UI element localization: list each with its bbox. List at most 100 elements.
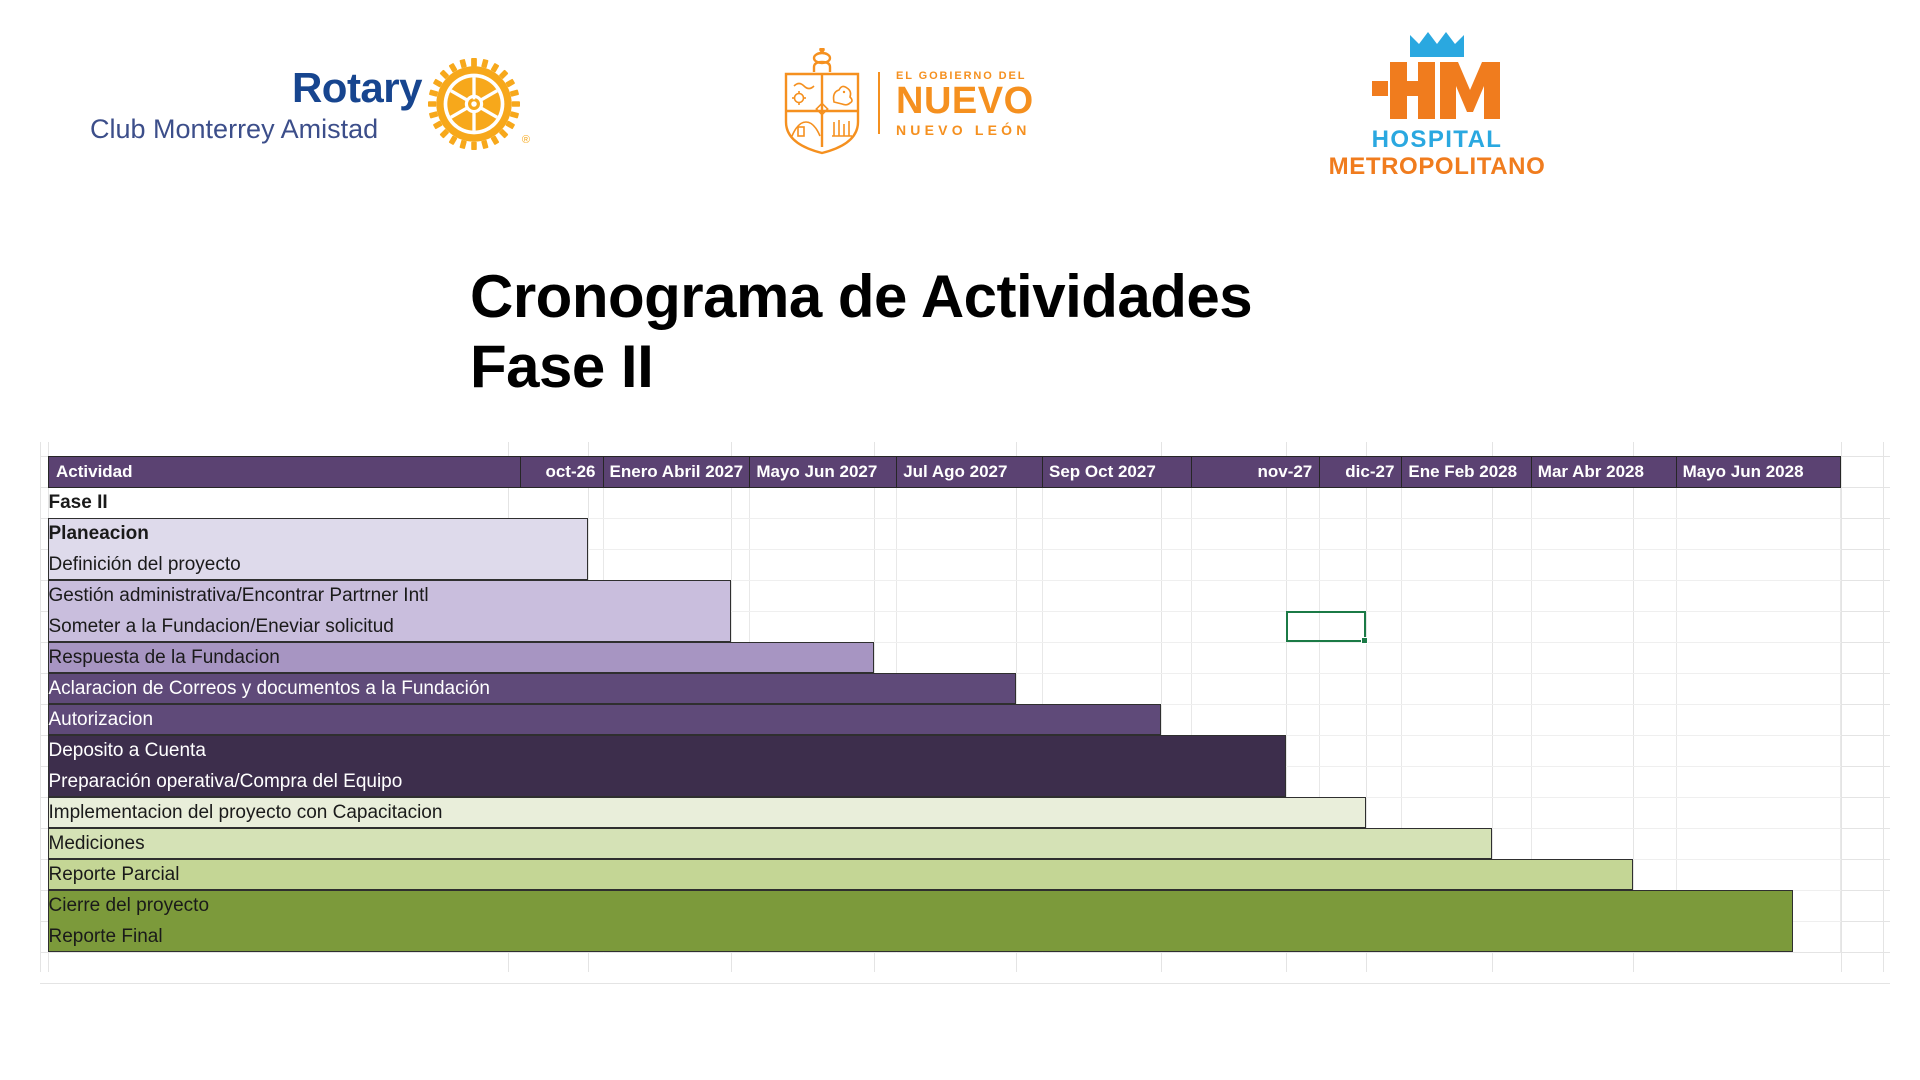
- gantt-cell[interactable]: [1676, 828, 1842, 860]
- gantt-cell[interactable]: [1042, 518, 1192, 550]
- gantt-cell[interactable]: [1042, 580, 1192, 612]
- gantt-header-period-8[interactable]: Ene Feb 2028: [1401, 456, 1532, 488]
- gantt-cell[interactable]: [1531, 704, 1677, 736]
- gantt-cell[interactable]: [1191, 518, 1321, 550]
- gantt-cell[interactable]: [1401, 549, 1532, 581]
- gantt-cell[interactable]: [1042, 487, 1192, 519]
- gantt-cell[interactable]: [1676, 518, 1842, 550]
- hospital-metropolitano-logo: HOSPITAL METROPOLITANO: [1312, 32, 1562, 180]
- gantt-cell[interactable]: [749, 518, 898, 550]
- gantt-cell[interactable]: [1676, 735, 1842, 767]
- gantt-cell[interactable]: [1401, 704, 1532, 736]
- gantt-cell[interactable]: [1191, 580, 1321, 612]
- gantt-header-period-9[interactable]: Mar Abr 2028: [1530, 456, 1677, 488]
- gantt-cell[interactable]: [603, 549, 751, 581]
- hospital-label: HOSPITAL: [1371, 126, 1503, 153]
- gantt-cell[interactable]: [1531, 580, 1677, 612]
- gantt-cell[interactable]: [1531, 487, 1677, 519]
- gantt-cell[interactable]: [1319, 580, 1403, 612]
- gantt-cell[interactable]: [1319, 735, 1403, 767]
- gantt-cell[interactable]: [1191, 549, 1321, 581]
- gantt-row-label[interactable]: Fase II: [49, 488, 521, 519]
- gantt-cell[interactable]: [1042, 642, 1192, 674]
- gridline-vertical: [1841, 442, 1842, 972]
- gantt-cell[interactable]: [1319, 518, 1403, 550]
- gantt-cell[interactable]: [603, 487, 751, 519]
- crown-icon: [1410, 32, 1464, 57]
- gantt-cell[interactable]: [1676, 642, 1842, 674]
- gantt-cell[interactable]: [1191, 673, 1321, 705]
- gantt-cell[interactable]: [1676, 487, 1842, 519]
- gantt-header-period-7[interactable]: dic-27: [1319, 456, 1403, 488]
- gantt-cell[interactable]: [1676, 766, 1842, 798]
- gantt-cell[interactable]: [896, 549, 1044, 581]
- page-title-line2: Fase II: [470, 333, 654, 401]
- gantt-cell[interactable]: [1531, 735, 1677, 767]
- gantt-cell[interactable]: [1531, 611, 1677, 643]
- gantt-header-period-1[interactable]: oct-26: [520, 456, 604, 488]
- gantt-cell[interactable]: [1531, 797, 1677, 829]
- gantt-cell[interactable]: [1676, 704, 1842, 736]
- table-row[interactable]: Planeacion: [49, 518, 1842, 550]
- gantt-cell[interactable]: [749, 487, 898, 519]
- gantt-cell[interactable]: [1401, 611, 1532, 643]
- gantt-cell[interactable]: [1319, 549, 1403, 581]
- metropolitano-label: METROPOLITANO: [1328, 153, 1546, 180]
- gantt-cell[interactable]: [1401, 766, 1532, 798]
- nuevo-leon-wordmark: EL GOBIERNO DEL NUEVO NUEVO LEÓN: [896, 70, 1034, 138]
- gantt-cell[interactable]: [896, 487, 1044, 519]
- gantt-cell[interactable]: [896, 518, 1044, 550]
- gantt-row-label-text: Definición del proyecto: [48, 554, 241, 575]
- hm-monogram-icon: [1372, 62, 1500, 119]
- gantt-cell[interactable]: [1319, 673, 1403, 705]
- gantt-header-period-10[interactable]: Mayo Jun 2028: [1675, 456, 1842, 488]
- nuevo-leon-logo: EL GOBIERNO DEL NUEVO NUEVO LEÓN: [778, 48, 1038, 158]
- gantt-cell[interactable]: [1401, 735, 1532, 767]
- gantt-cell[interactable]: [1319, 704, 1403, 736]
- gantt-cell[interactable]: [1676, 673, 1842, 705]
- gantt-cell[interactable]: [1676, 549, 1842, 581]
- gantt-header-period-6[interactable]: nov-27: [1190, 456, 1321, 488]
- gantt-cell[interactable]: [896, 580, 1044, 612]
- gantt-header-activity[interactable]: Actividad: [47, 456, 522, 488]
- gantt-cell[interactable]: [749, 580, 898, 612]
- gantt-bar-layer: [48, 487, 1841, 952]
- gantt-cell[interactable]: [1531, 518, 1677, 550]
- gantt-cell[interactable]: [603, 518, 751, 550]
- gantt-cell[interactable]: [1676, 859, 1842, 891]
- gantt-cell[interactable]: [1319, 487, 1403, 519]
- gantt-cell[interactable]: [1401, 642, 1532, 674]
- gantt-cell[interactable]: [1531, 642, 1677, 674]
- gantt-row-label-text: Fase II: [48, 492, 108, 514]
- active-cell-selection[interactable]: [1286, 611, 1368, 644]
- gantt-cell[interactable]: [1042, 549, 1192, 581]
- gantt-cell[interactable]: [1191, 642, 1321, 674]
- gantt-cell[interactable]: [1676, 580, 1842, 612]
- gantt-cell[interactable]: [1676, 611, 1842, 643]
- gantt-cell[interactable]: [1401, 580, 1532, 612]
- gantt-cell[interactable]: [1676, 797, 1842, 829]
- gantt-cell[interactable]: [1319, 642, 1403, 674]
- gantt-cell[interactable]: [1401, 487, 1532, 519]
- table-row[interactable]: Fase II: [49, 487, 1842, 519]
- gantt-cell[interactable]: [1042, 611, 1192, 643]
- gantt-header-period-3[interactable]: Mayo Jun 2027: [749, 456, 898, 488]
- gantt-cell[interactable]: [1531, 549, 1677, 581]
- fill-handle[interactable]: [1361, 637, 1368, 644]
- gantt-header-period-5[interactable]: Sep Oct 2027: [1042, 456, 1192, 488]
- gantt-cell[interactable]: [1531, 766, 1677, 798]
- gantt-cell[interactable]: [896, 611, 1044, 643]
- gantt-cell[interactable]: [1401, 518, 1532, 550]
- gantt-bar: [48, 828, 1492, 859]
- gantt-header-period-2[interactable]: Enero Abril 2027: [602, 456, 751, 488]
- gantt-cell[interactable]: [749, 549, 898, 581]
- gridline-horizontal: [40, 952, 1890, 953]
- gantt-row-label-text: Preparación operativa/Compra del Equipo: [48, 771, 403, 792]
- gantt-cell[interactable]: [1191, 487, 1321, 519]
- gantt-cell[interactable]: [1401, 673, 1532, 705]
- table-row[interactable]: Definición del proyecto: [48, 549, 1842, 581]
- gantt-cell[interactable]: [1191, 611, 1321, 643]
- gantt-header-period-4[interactable]: Jul Ago 2027: [896, 456, 1044, 488]
- gantt-cell[interactable]: [1531, 673, 1677, 705]
